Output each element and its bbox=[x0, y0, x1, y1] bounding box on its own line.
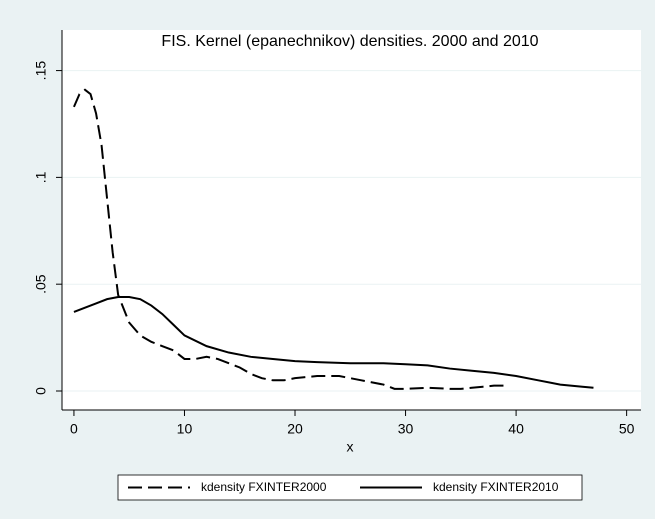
legend bbox=[117, 474, 583, 501]
y-tick-label: .1 bbox=[33, 171, 49, 183]
chart-title: FIS. Kernel (epanechnikov) densities. 20… bbox=[161, 33, 538, 50]
plot-area bbox=[62, 30, 641, 410]
legend-label: kdensity FXINTER2000 bbox=[201, 480, 327, 494]
y-tick-label: .05 bbox=[33, 274, 49, 294]
x-tick-label: 10 bbox=[177, 421, 193, 437]
x-tick-label: 30 bbox=[398, 421, 414, 437]
data-line bbox=[73, 296, 594, 389]
x-axis-label: x bbox=[347, 439, 354, 455]
data-line bbox=[73, 88, 506, 390]
y-tick-label: .15 bbox=[33, 61, 49, 81]
x-tick-label: 0 bbox=[70, 421, 78, 437]
y-tick-label: 0 bbox=[33, 387, 49, 395]
x-tick-label: 40 bbox=[508, 421, 524, 437]
x-tick-label: 20 bbox=[287, 421, 303, 437]
legend-label: kdensity FXINTER2010 bbox=[433, 480, 559, 494]
x-tick-label: 50 bbox=[619, 421, 635, 437]
